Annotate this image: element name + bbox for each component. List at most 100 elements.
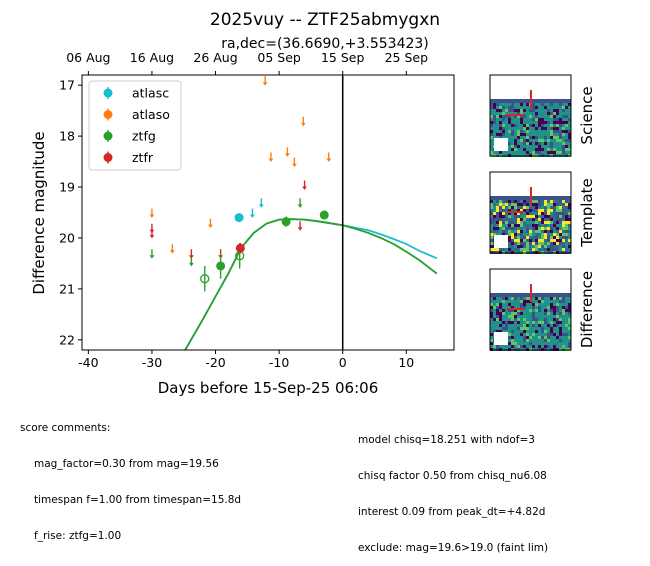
stamp-pixel: [520, 312, 523, 315]
stamp-pixel: [532, 127, 535, 130]
stamp-pixel: [508, 248, 511, 251]
stamp-pixel: [562, 236, 565, 239]
model-curve: [184, 218, 438, 350]
stamp-pixel: [547, 336, 550, 339]
stamp-pixel: [550, 227, 553, 230]
stamp-pixel: [529, 227, 532, 230]
stamp-pixel: [544, 106, 547, 109]
stamp-pixel: [553, 303, 556, 306]
stamp-pixel: [562, 203, 565, 206]
stamp-pixel: [520, 327, 523, 330]
stamp-border: [489, 74, 572, 157]
stamp-pixel: [526, 315, 529, 318]
stamp-pixel: [568, 139, 571, 142]
stamp-pixel: [565, 339, 568, 342]
stamp-pixel: [520, 142, 523, 145]
data-point: [216, 253, 226, 279]
stamp-pixel: [559, 206, 562, 209]
stamp-pixel: [538, 336, 541, 339]
stamp-pixel: [523, 224, 526, 227]
stamp-pixel: [523, 109, 526, 112]
stamp-pixel: [502, 312, 505, 315]
stamp-pixel: [562, 239, 565, 242]
stamp-pixel: [502, 218, 505, 221]
stamp-pixel: [496, 321, 499, 324]
stamp-pixel: [493, 230, 496, 233]
stamp-pixel: [520, 345, 523, 348]
stamp-pixel: [505, 300, 508, 303]
stamp-pixel: [523, 236, 526, 239]
stamp-pixel: [526, 342, 529, 345]
stamp-pixel: [562, 342, 565, 345]
stamp-pixel: [511, 218, 514, 221]
stamp-pixel: [568, 112, 571, 115]
stamp-pixel: [508, 142, 511, 145]
upper-limit-marker: [149, 208, 155, 218]
stamp-pixel: [556, 218, 559, 221]
stamp-pixel: [538, 115, 541, 118]
stamp-pixel: [499, 318, 502, 321]
stamp-pixel: [532, 309, 535, 312]
stamp-pixel: [523, 209, 526, 212]
stamp-pixel: [493, 127, 496, 130]
stamp-pixel: [532, 324, 535, 327]
stamp-pixel: [511, 245, 514, 248]
stamp-pixel: [490, 233, 493, 236]
stamp-pixel: [538, 139, 541, 142]
top-tick-label: 06 Aug: [66, 50, 110, 65]
stamp-pixel: [544, 151, 547, 154]
stamp-pixel: [559, 245, 562, 248]
stamp-template: Template: [489, 171, 596, 254]
stamp-pixel: [520, 209, 523, 212]
stamp-pixel: [559, 139, 562, 142]
stamp-pixel: [523, 242, 526, 245]
stamp-pixel: [490, 297, 493, 300]
stamp-pixel: [547, 224, 550, 227]
stamp-pixel: [532, 312, 535, 315]
stamp-pixel: [568, 218, 571, 221]
stamp-pixel: [547, 203, 550, 206]
stamp-pixel: [568, 330, 571, 333]
stamp-pixel: [526, 324, 529, 327]
stamp-pixel: [550, 206, 553, 209]
stamp-pixel: [532, 236, 535, 239]
stamp-pixel: [547, 236, 550, 239]
stamp-pixel: [562, 127, 565, 130]
stamp-pixel: [556, 312, 559, 315]
stamp-pixel: [514, 218, 517, 221]
stamp-pixel: [520, 245, 523, 248]
stamp-pixel: [520, 118, 523, 121]
stamp-pixel: [514, 151, 517, 154]
stamp-pixel: [538, 103, 541, 106]
stamp-pixel: [535, 236, 538, 239]
stamp-pixel: [562, 321, 565, 324]
stamp-pixel: [490, 115, 493, 118]
stamp-pixel: [493, 312, 496, 315]
stamp-pixel: [553, 230, 556, 233]
stamp-pixel: [559, 106, 562, 109]
stamp-pixel: [553, 297, 556, 300]
stamp-pixel: [532, 345, 535, 348]
stamp-pixel: [526, 233, 529, 236]
stamp-pixel: [538, 121, 541, 124]
stamp-pixel: [517, 345, 520, 348]
stamp-pixel: [514, 297, 517, 300]
stamp-pixel: [511, 330, 514, 333]
stamp-pixel: [556, 342, 559, 345]
stamp-pixel: [493, 318, 496, 321]
stamp-pixel: [526, 142, 529, 145]
stamp-pixel: [496, 318, 499, 321]
stamp-pixel: [547, 312, 550, 315]
stamp-pixel: [562, 315, 565, 318]
stamp-pixel: [547, 342, 550, 345]
stamp-pixel: [538, 309, 541, 312]
stamp-pixel: [544, 339, 547, 342]
stamp-difference: Difference: [489, 268, 596, 351]
stamp-pixel: [535, 145, 538, 148]
stamp-pixel: [538, 303, 541, 306]
stamp-pixel: [502, 200, 505, 203]
stamp-pixel: [517, 245, 520, 248]
stamp-pixel: [505, 227, 508, 230]
stamp-pixel: [562, 151, 565, 154]
stamp-pixel: [526, 148, 529, 151]
